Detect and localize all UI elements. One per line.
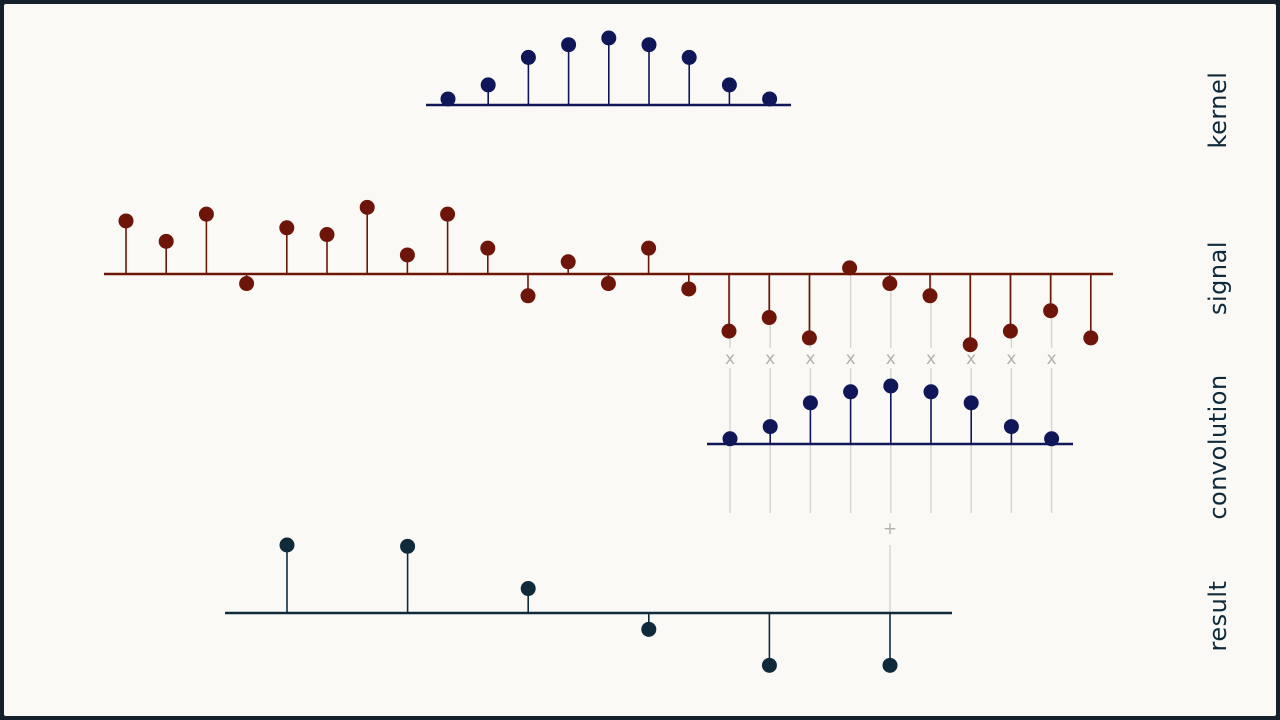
signal-point	[721, 323, 737, 339]
convolution-row-label: convolution	[1204, 374, 1232, 519]
canvas-background	[4, 4, 1276, 716]
kernel-point	[480, 77, 496, 93]
multiply-symbol-backdrop	[803, 348, 818, 368]
signal-point	[1002, 323, 1018, 339]
convolution-point	[1003, 419, 1019, 435]
convolution-point	[963, 395, 979, 411]
sum-symbol-backdrop	[881, 518, 899, 540]
result-point	[279, 537, 295, 553]
convolution-point	[802, 395, 818, 411]
signal-point	[962, 337, 978, 353]
multiply-symbol-backdrop	[763, 348, 778, 368]
signal-point	[882, 276, 898, 292]
convolution-point	[843, 384, 859, 400]
multiply-symbol: x	[846, 349, 856, 369]
kernel-stem-plot	[426, 30, 791, 107]
signal-point	[319, 227, 335, 243]
result-point	[520, 581, 536, 597]
convolution-point	[883, 378, 899, 394]
signal-point	[239, 276, 255, 292]
multiply-symbol: x	[725, 349, 735, 369]
multiply-symbol-backdrop	[964, 348, 979, 368]
signal-point	[359, 199, 375, 215]
kernel-point	[440, 91, 456, 107]
multiply-symbol-backdrop	[723, 348, 737, 368]
signal-point	[198, 206, 214, 222]
signal-stem-plot	[104, 199, 1113, 353]
multiply-symbol-backdrop	[1004, 348, 1019, 368]
kernel-point	[520, 49, 536, 65]
signal-point	[440, 206, 456, 222]
result-stem-plot	[225, 537, 952, 673]
signal-point	[158, 233, 174, 249]
multiply-symbol: x	[1006, 349, 1016, 369]
multiply-symbol: x	[926, 349, 936, 369]
kernel-point	[762, 91, 778, 107]
kernel-point	[721, 77, 737, 93]
signal-point	[842, 260, 858, 276]
signal-point	[520, 288, 536, 304]
signal-point	[560, 254, 576, 270]
kernel-row-label: kernel	[1204, 72, 1232, 149]
kernel-point	[641, 37, 657, 53]
convolution-stem-plot	[707, 378, 1073, 447]
signal-point	[118, 213, 134, 229]
convolution-point	[923, 384, 939, 400]
multiply-symbol-backdrop	[883, 348, 898, 368]
operator-symbols: x x x x x x x x x +	[723, 348, 1059, 540]
result-point	[882, 657, 898, 673]
result-point	[641, 621, 657, 637]
convolution-point	[762, 419, 778, 435]
multiply-symbol: x	[765, 349, 775, 369]
signal-point	[641, 240, 657, 256]
signal-point	[922, 288, 938, 304]
multiply-symbol: x	[1047, 349, 1057, 369]
result-point	[400, 538, 416, 554]
signal-point	[1083, 330, 1099, 346]
signal-point	[399, 247, 415, 263]
signal-point	[600, 276, 616, 292]
convolution-point	[1044, 431, 1060, 447]
multiply-symbol-backdrop	[1044, 348, 1059, 368]
multiply-symbol: x	[966, 349, 976, 369]
signal-point	[761, 310, 777, 326]
signal-point	[279, 220, 295, 236]
signal-point	[681, 281, 697, 297]
signal-point	[480, 240, 496, 256]
signal-point	[1043, 303, 1059, 319]
convolution-point	[722, 431, 738, 447]
signal-point	[801, 330, 817, 346]
signal-row-label: signal	[1204, 241, 1232, 315]
result-row-label: result	[1204, 581, 1232, 652]
multiply-symbol-backdrop	[843, 348, 858, 368]
kernel-point	[601, 30, 617, 46]
kernel-point	[681, 49, 697, 65]
kernel-point	[561, 37, 577, 53]
multiply-symbol-backdrop	[924, 348, 938, 368]
multiply-symbol: x	[805, 349, 815, 369]
result-point	[761, 657, 777, 673]
multiply-symbol: x	[886, 349, 896, 369]
sum-symbol: +	[883, 519, 897, 539]
